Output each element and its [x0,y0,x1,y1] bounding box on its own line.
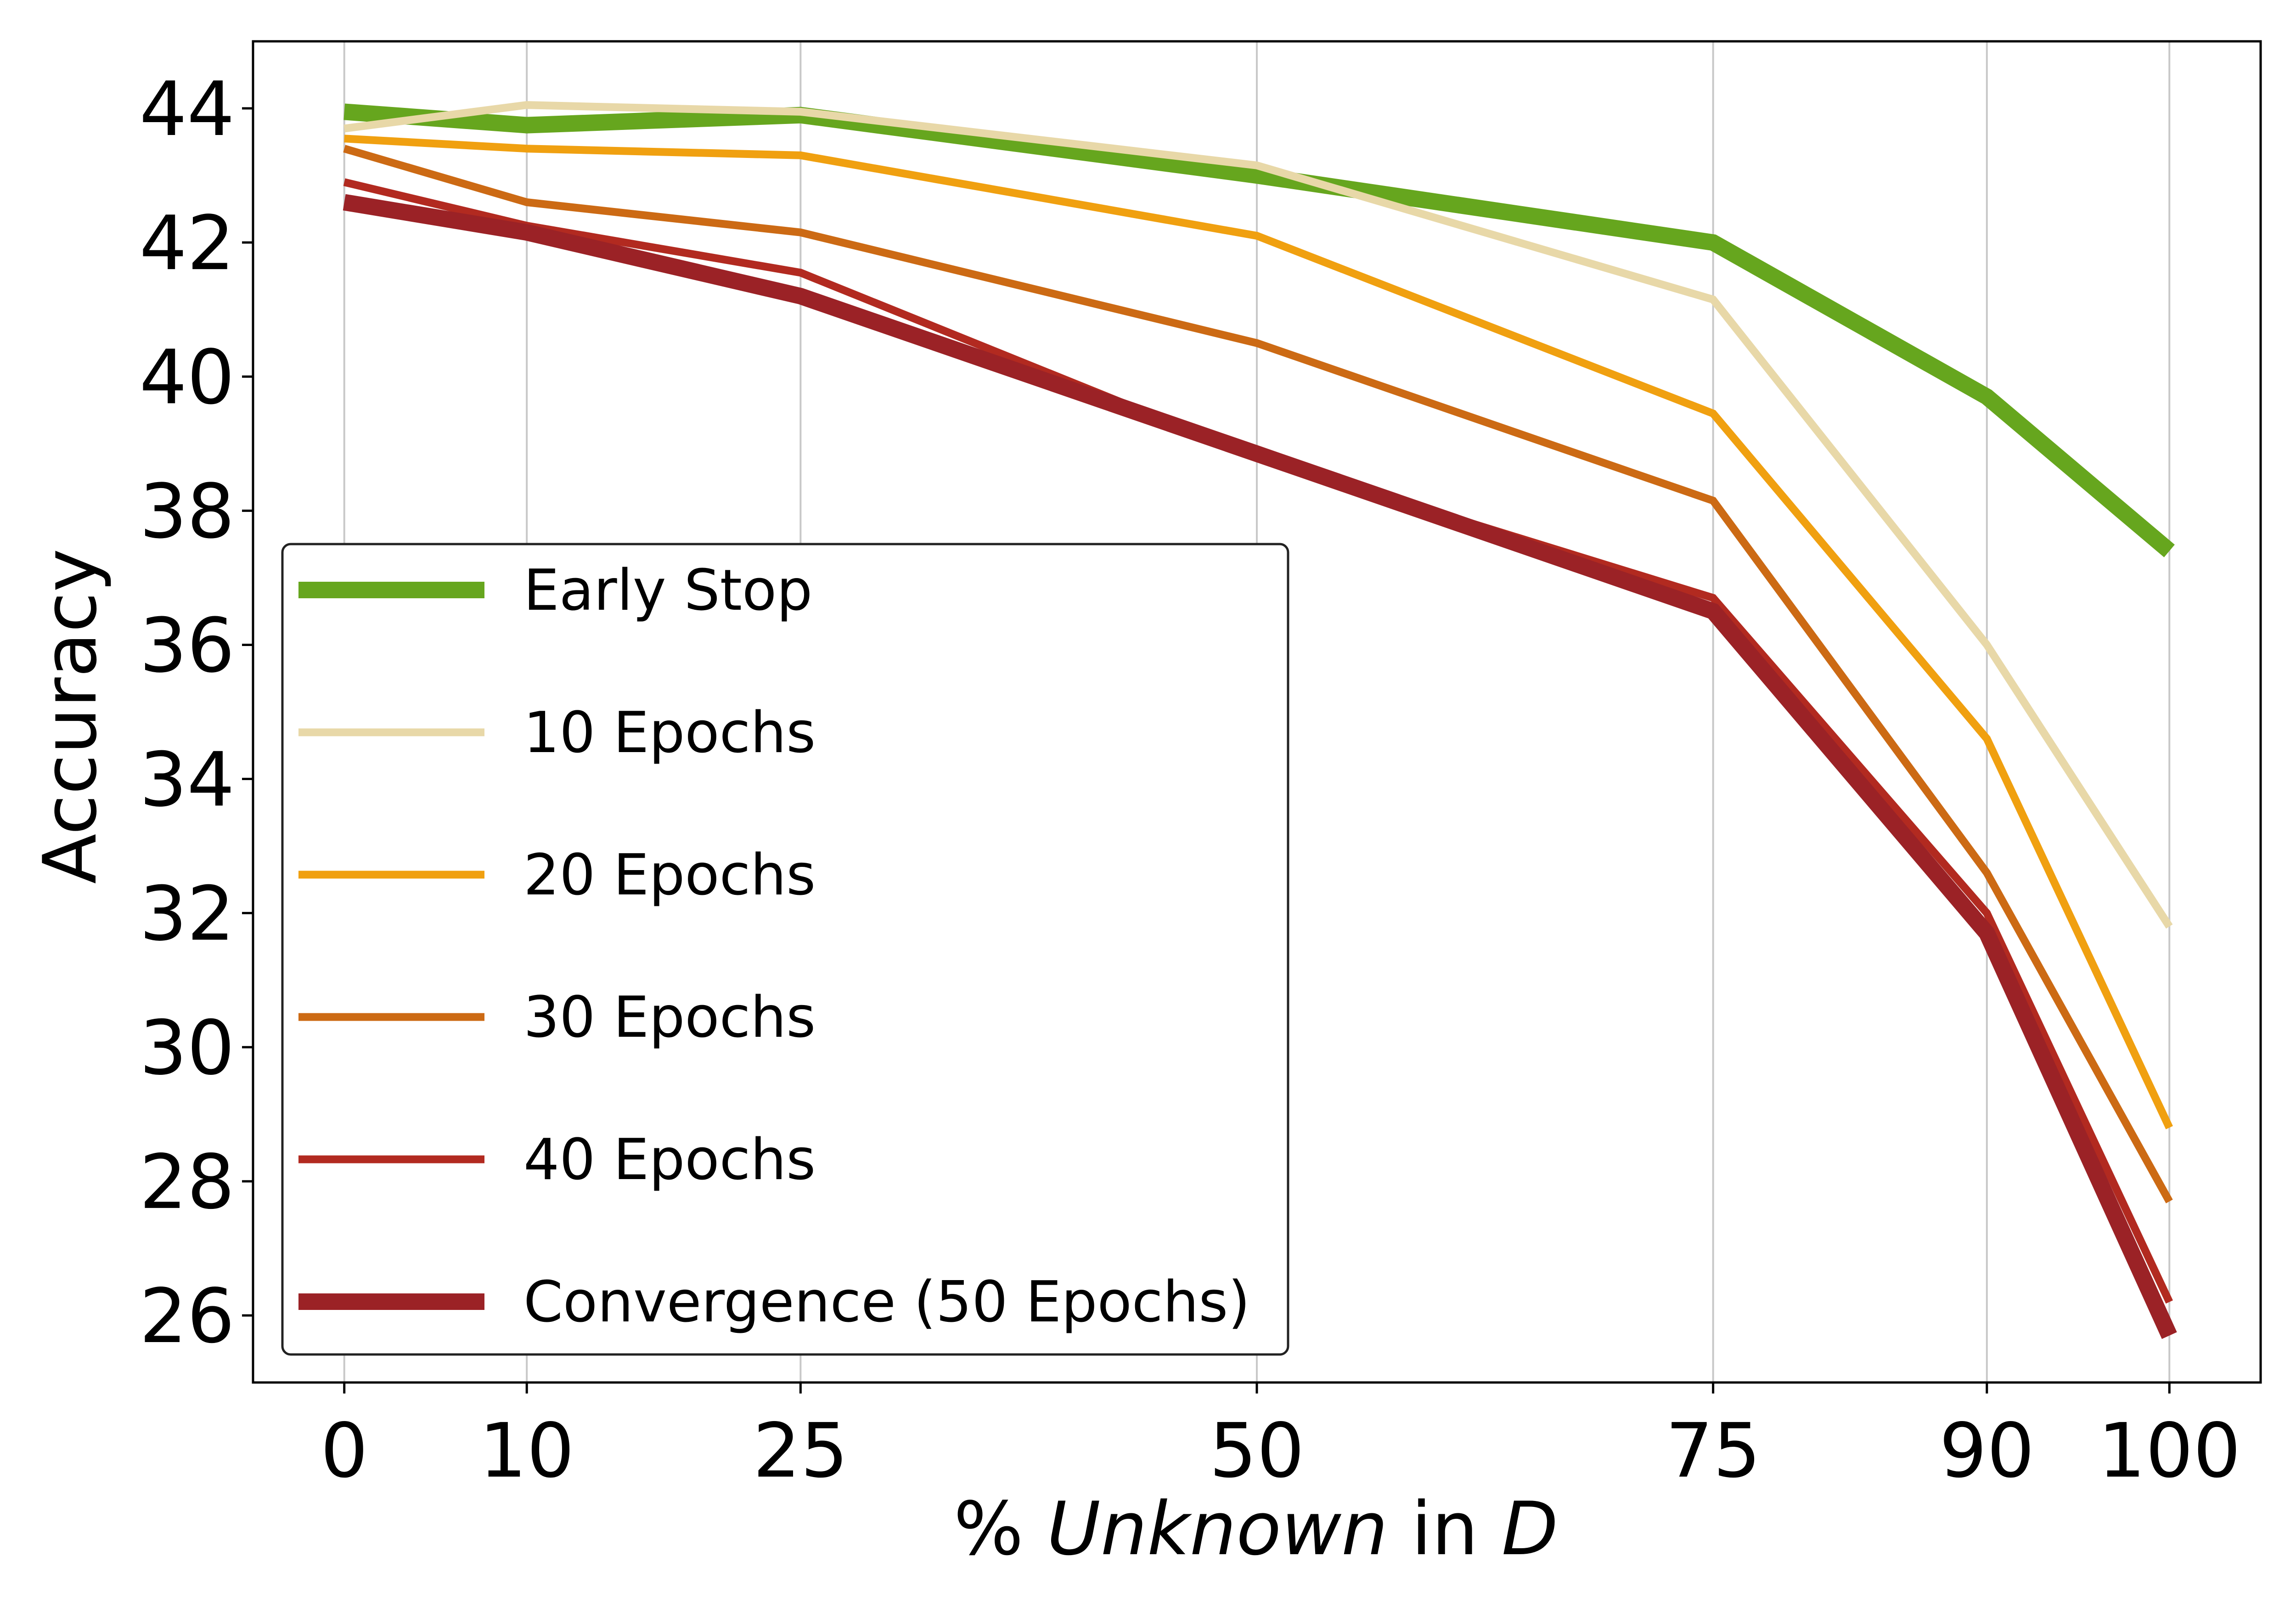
legend-label-4: 40 Epochs [523,1127,816,1193]
legend-label-1: 10 Epochs [523,700,816,766]
y-tick-label: 44 [140,66,235,153]
x-tick-label: 50 [1209,1408,1304,1495]
x-axis-label: % Unknown in D [954,1486,1558,1572]
legend-label-2: 20 Epochs [523,843,816,908]
series-line-5 [343,194,2177,1339]
series-line-2 [344,135,2173,1129]
legend-label-5: Convergence (50 Epochs) [523,1270,1250,1335]
series-line-3 [343,145,2173,1203]
y-tick-label: 32 [140,871,235,958]
y-tick-label: 26 [140,1273,235,1360]
y-tick-label: 34 [140,737,235,824]
legend-label-0: Early Stop [523,558,812,624]
x-tick-label: 25 [753,1408,848,1495]
x-tick-label: 90 [1939,1408,2034,1495]
series-layer [343,101,2177,1339]
legend: Early Stop 10 Epochs 20 Epochs 30 Epochs 40 … [281,543,1289,1356]
x-axis-label-prefix: % [954,1486,1047,1572]
y-tick-label: 28 [140,1139,235,1226]
x-tick-label: 100 [2098,1408,2241,1495]
x-tick-label: 0 [321,1408,368,1495]
legend-label-3: 30 Epochs [523,985,816,1051]
ticks-layer: 0 10 25 50 75 90 100 26 28 30 32 34 36 38 40 42 44 [140,66,2241,1495]
x-tick-label: 75 [1666,1408,1761,1495]
y-tick-label: 30 [140,1005,235,1092]
y-tick-label: 40 [140,334,235,421]
x-axis-label-italic: Unknown [1047,1486,1388,1572]
x-axis-label-middle: in [1388,1486,1502,1572]
y-tick-label: 36 [140,602,235,689]
series-line-1 [343,101,2173,929]
y-tick-label: 38 [140,468,235,555]
legend-box [281,543,1289,1356]
x-axis-label-italic2: D [1502,1486,1558,1572]
y-axis-label: Accuracy [27,549,113,884]
x-tick-label: 10 [479,1408,574,1495]
series-line-0 [343,103,2175,557]
y-tick-label: 42 [140,200,235,287]
